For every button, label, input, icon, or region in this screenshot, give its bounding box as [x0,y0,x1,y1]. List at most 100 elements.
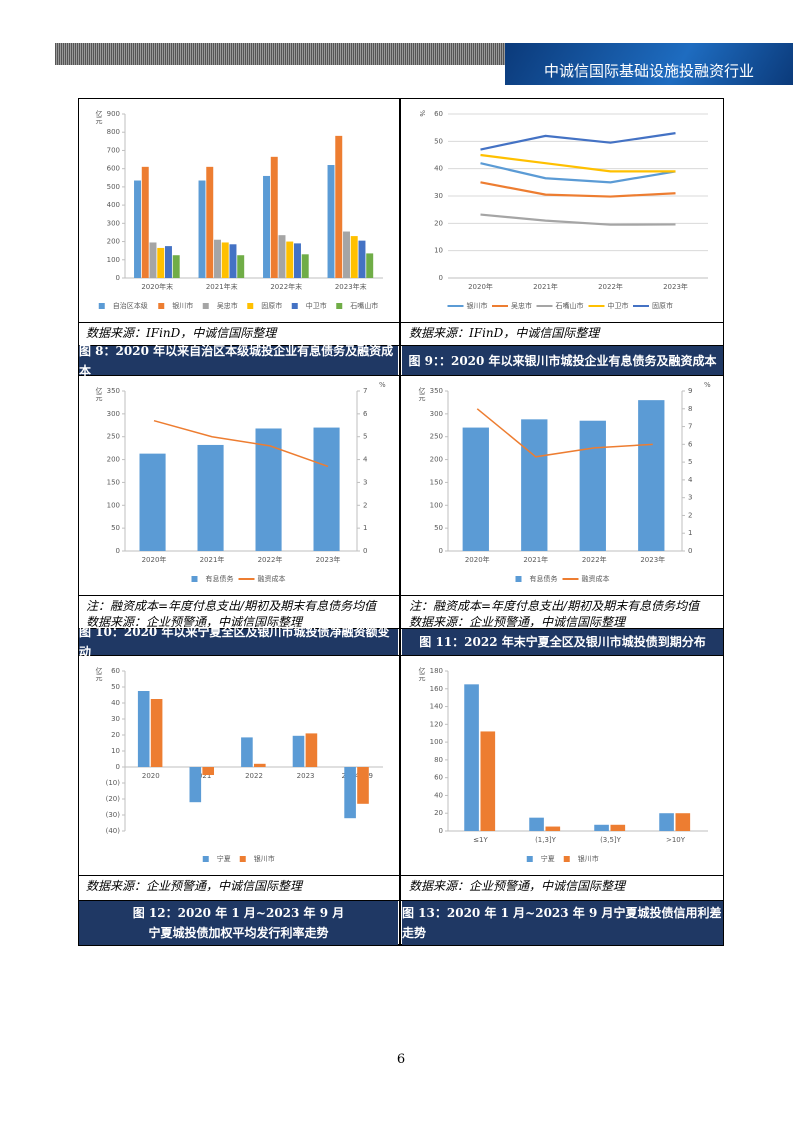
bar [197,444,224,551]
source-note: 注：融资成本=年度付息支出/期初及期末有息债务均值 [409,599,700,613]
bar [172,255,180,278]
legend-label: 银川市 [467,301,488,310]
figure-caption: 图 8：2020 年以来自治区本级城投企业有息债务及融资成本 [79,343,394,378]
y-tick-label: 10 [111,747,120,755]
x-tick-label: 2020年 [468,282,493,291]
legend-swatch [336,303,343,309]
bar [241,737,253,767]
y-tick-label: 60 [111,667,120,675]
chart: 亿元 0 100 200 300 400 500 600 700 800 900 2020年末 2021… [95,109,383,310]
bar [157,247,165,278]
caption-box: 图 8：2020 年以来自治区本级城投企业有息债务及融资成本 [79,344,398,378]
bar [198,180,206,278]
bar [293,243,301,278]
y2-tick-label: 4 [688,476,693,484]
rule [78,375,724,376]
y2-unit: % [704,381,711,389]
bar [301,254,309,278]
y-tick-label: 10 [434,247,443,255]
y-tick-label: 20 [111,731,120,739]
y-tick-label: (40) [106,827,121,835]
legend-swatch [239,856,246,862]
legend-label: 宁夏 [217,854,231,863]
legend-swatch [247,303,254,309]
bar [237,255,245,278]
bar [638,400,665,551]
bar [134,180,141,278]
legend-label: 中卫市 [608,301,629,310]
legend-swatch [563,856,570,862]
bar [366,253,374,278]
x-tick-label: 2021年末 [206,282,238,291]
header-title: 中诚信国际基础设施投融资行业 [543,62,754,80]
bar [343,231,350,278]
x-tick-label: 2022年 [258,555,283,564]
bar [270,156,278,278]
y2-unit: % [379,381,386,389]
y-tick-label: 300 [107,219,120,227]
x-tick-label: 2022年 [598,282,623,291]
x-tick-label: 2022年末 [270,282,302,291]
y-tick-label: 50 [111,683,120,691]
figure-grid [78,98,724,945]
legend-label: 银川市 [254,854,275,863]
source-note: 数据来源：企业预警通，中诚信国际整理 [86,615,303,629]
x-tick-label: 2023年末 [335,282,367,291]
figure-caption: 图 9：：2020 年以来银川市城投企业有息债务及融资成本 [408,353,717,368]
y-unit: % [418,110,426,117]
y-tick-label: 0 [116,274,120,282]
bar [206,166,214,278]
bar [214,239,221,278]
y-tick-label: 350 [107,387,120,395]
y2-tick-label: 7 [688,423,692,431]
bar [335,135,343,278]
chart: 亿元 (40) (30) (20) (10) 0 10 20 30 40 50 60 2020 2021 2… [95,666,383,863]
line [476,408,653,458]
legend-swatch [191,576,198,582]
note-box: 数据来源：企业预警通，中诚信国际整理 [401,878,724,894]
y2-tick-label: 0 [363,547,367,555]
chart: 亿元 0 50 100 150 200 250 300 350% 0 1 2 3 4 5 6 7 8 9 2020年 2… [418,381,711,583]
bar [305,733,318,767]
bar [292,735,305,767]
legend-label: 自治区本级 [113,301,148,310]
y-unit: 亿元 [95,386,103,402]
y-tick-label: 40 [434,165,443,173]
y-tick-label: 50 [111,524,120,532]
bar [139,453,166,551]
y-tick-label: 30 [111,715,120,723]
bar [675,813,691,831]
y2-tick-label: 1 [688,529,692,537]
divider [399,98,401,945]
y-tick-label: 300 [107,410,120,418]
x-tick-label: >10Y [666,836,686,844]
bar [579,420,606,551]
y-tick-label: 900 [107,110,120,118]
legend-label: 固原市 [652,301,673,310]
y-tick-label: 180 [430,667,443,675]
y-tick-label: 200 [430,456,443,464]
line [480,181,676,198]
x-tick-label: 2022 [245,772,263,780]
y-tick-label: (10) [106,779,121,787]
source-note: 数据来源：IFinD，中诚信国际整理 [86,326,277,340]
y-tick-label: 140 [430,703,443,711]
legend-label: 银川市 [578,854,599,863]
y-tick-label: 150 [107,478,120,486]
legend-label: 融资成本 [582,574,610,583]
legend-label: 石嘴山市 [350,301,378,310]
legend-label: 吴忠市 [217,301,238,310]
y-tick-label: 0 [439,827,443,835]
y-tick-label: 200 [107,238,120,246]
bar [545,826,561,831]
bar [610,824,626,831]
line [480,213,676,226]
note-box: 数据来源：IFinD，中诚信国际整理 [78,325,399,341]
x-tick-label: 2023年 [316,555,341,564]
note-box: 注：融资成本=年度付息支出/期初及期末有息债务均值 数据来源：企业预警通，中诚信国… [78,598,399,630]
source-note: 数据来源：IFinD，中诚信国际整理 [409,326,600,340]
figure-caption: 宁夏城投债加权平均发行利率走势 [148,926,329,940]
y2-tick-label: 8 [688,405,692,413]
